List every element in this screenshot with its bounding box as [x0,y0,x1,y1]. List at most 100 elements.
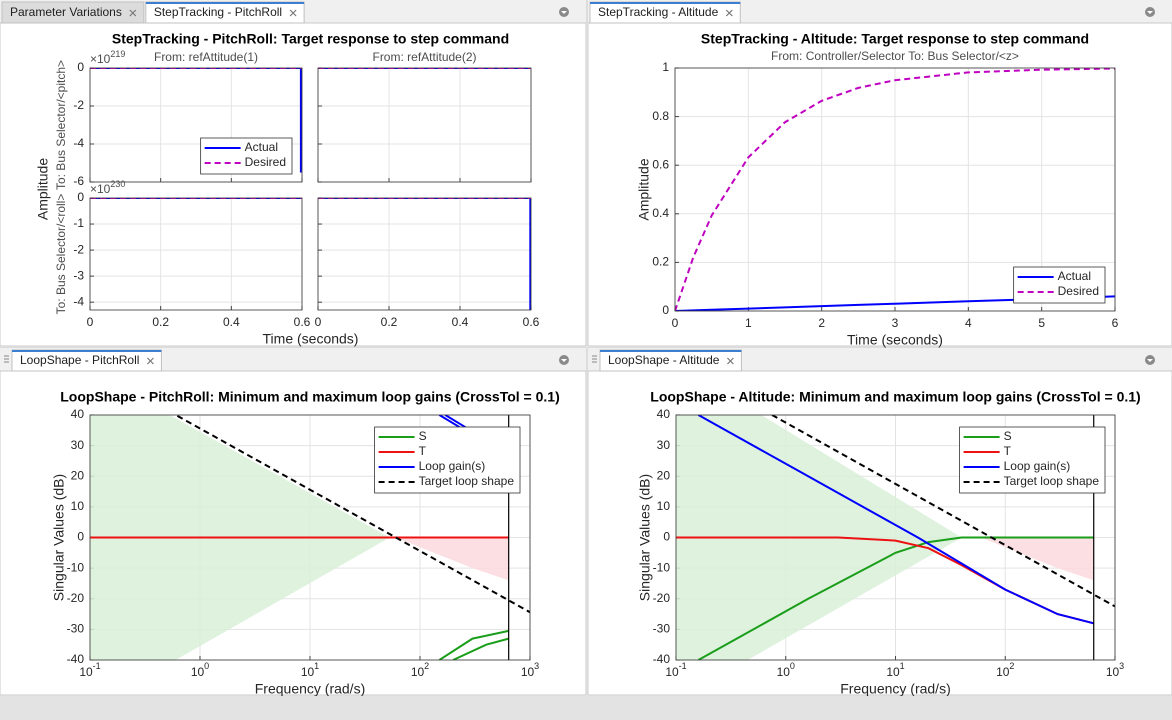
tab-close[interactable] [289,9,297,17]
tab-close[interactable] [129,9,137,17]
tick-base: 10 [79,665,93,679]
tick-label: 102 [996,661,1014,679]
tick-label: -10 [67,560,85,574]
status-bar [0,696,1172,720]
tab-highlight [12,350,162,352]
curve [769,415,1115,608]
tab-close[interactable] [146,357,154,365]
tick-label: 30 [71,438,85,452]
tick-label: 30 [657,438,671,452]
tick-label: 0 [87,315,94,329]
legend-box [1013,266,1106,304]
exponent-power: 219 [110,49,125,59]
tick-exponent: 1 [900,661,905,671]
tick-label: -1 [73,216,84,230]
curve [444,415,467,429]
tab-close[interactable] [726,357,734,365]
legend-box [200,137,293,175]
curve [318,198,531,310]
tab[interactable]: StepTracking - Altitude [589,1,741,24]
tick-label: -4 [73,136,84,150]
tick-exponent: -1 [679,661,687,671]
panel-menu-arrow [561,359,567,362]
legend-label: Target loop shape [419,474,515,488]
tick-label: 0.6 [652,157,669,171]
tick-label: 6 [1112,316,1119,330]
tick-label: -3 [73,268,84,282]
legend-label: Desired [1058,284,1099,298]
tick-label: 0.8 [652,109,669,123]
tick-base: 10 [665,665,679,679]
tab[interactable]: Parameter Variations [1,1,145,24]
tab[interactable]: LoopShape - Altitude [599,349,742,372]
y-axis-label: Singular Values (dB) [637,474,653,601]
tick-label: -20 [67,591,85,605]
tab-close[interactable] [725,9,733,17]
curve [697,536,1094,660]
tick-exponent: 3 [534,661,539,671]
plot-area [318,68,531,182]
tick-label: 101 [886,661,904,679]
tick-exponent: 3 [1119,661,1124,671]
axis-exponent: ×10219 [90,49,125,66]
tab-background [1,1,145,24]
tab[interactable]: LoopShape - PitchRoll [11,349,162,372]
axes-box [674,67,1116,312]
x-axis-label: Frequency (rad/s) [255,681,365,697]
exponent-base: ×10 [90,52,111,66]
axes-box [317,67,532,183]
curve [452,637,509,660]
panel-menu-arrow [1147,11,1153,14]
tick-label: 0.2 [152,315,169,329]
tick-label: 102 [411,661,429,679]
axes-box [89,197,303,311]
curve [675,68,1115,311]
tick-label: 101 [301,661,319,679]
tick-label: 0.6 [294,315,311,329]
tick-label: -4 [73,294,84,308]
tick-label: -2 [73,98,84,112]
legend-label: T [1004,444,1012,458]
plot-content [675,68,1115,311]
row-label: To: Bus Selector/<roll> [54,194,68,315]
plot-title: StepTracking - PitchRoll: Target respons… [112,31,509,47]
plot-title: StepTracking - Altitude: Target response… [701,31,1089,47]
tick-base: 10 [301,665,315,679]
tick-label: 0 [663,530,670,544]
tick-label: -6 [73,174,84,188]
legend-label: Loop gain(s) [419,459,486,473]
tick-exponent: 0 [790,661,795,671]
tick-label: 0 [77,190,84,204]
y-axis-label: Singular Values (dB) [51,474,67,601]
legend-label: T [419,444,427,458]
legend-label: Desired [245,155,286,169]
tab-highlight [590,2,741,4]
tick-label: 0 [315,315,322,329]
tick-base: 10 [191,665,205,679]
tick-label: -10 [653,560,671,574]
tick-label: 103 [521,661,539,679]
tick-label: 40 [71,407,85,421]
tick-label: 1 [662,60,669,74]
tick-base: 10 [996,665,1010,679]
tick-label: 103 [1106,661,1124,679]
x-axis-label: Time (seconds) [263,331,359,347]
plot-area [90,198,302,310]
tick-label: 4 [965,316,972,330]
tab[interactable]: StepTracking - PitchRoll [145,1,305,24]
axes-box [317,197,532,311]
plot-content [318,198,531,310]
tick-exponent: -1 [93,661,101,671]
plot-content [676,415,1115,660]
tick-label: 100 [777,661,795,679]
row-label: To: Bus Selector/<pitch> [54,60,68,190]
x-axis-label: Frequency (rad/s) [840,681,950,697]
tick-label: 3 [892,316,899,330]
legend-label: Target loop shape [1004,474,1100,488]
bound-region [395,537,509,581]
tick-label: 0.2 [652,255,669,269]
tick-base: 10 [886,665,900,679]
axis-exponent: ×10230 [90,179,125,196]
